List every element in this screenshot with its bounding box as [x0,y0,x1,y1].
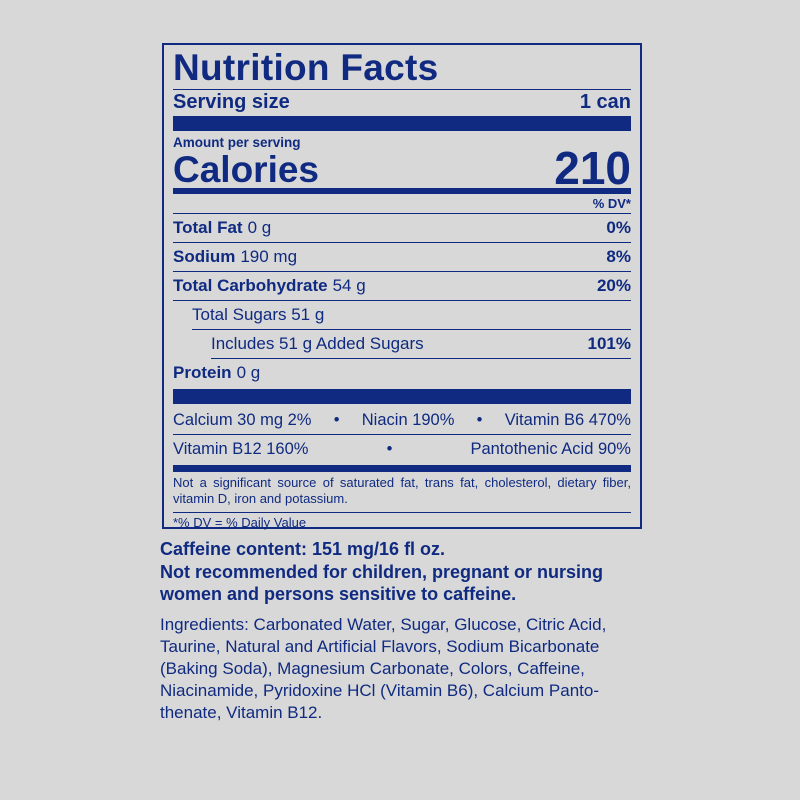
nutrient-row: Protein 0 g [173,359,631,387]
nutrient-amount: 0 g [236,363,261,382]
vitamin-item: Vitamin B12 160% [173,440,309,458]
vitamin-item: Vitamin B6 470% [504,411,631,429]
nutrient-name: Includes 51 g Added Sugars [211,334,424,353]
nutrient-name: Total Carbohydrate [173,276,328,295]
label-title: Nutrition Facts [173,49,631,90]
caffeine-warning: Not recommended for children, pregnant o… [160,561,604,605]
nutrient-dv: 8% [606,247,631,266]
nutrient-amount: 190 mg [240,247,298,266]
serving-size-row: Serving size 1 can [173,90,631,114]
dv-header-text: % DV* [592,196,631,211]
nutrient-row: Sodium 190 mg 8% [173,243,631,272]
caffeine-content: Caffeine content: 151 mg/16 fl oz. [160,539,446,559]
nutrient-name: Protein [173,363,232,382]
dv-header: % DV* [173,194,631,214]
nutrient-amount: 0 g [247,218,272,237]
vitamin-item: Calcium 30 mg 2% [173,411,312,429]
nutrient-row: Includes 51 g Added Sugars 101% [211,330,631,359]
nutrition-facts-panel: Nutrition Facts Serving size 1 can Amoun… [162,43,642,530]
bullet: • [476,411,483,429]
nutrient-name: Sodium [173,247,236,266]
nutrient-row: Total Carbohydrate 54 g 20% [173,272,631,301]
nutrient-name: Total Fat [173,218,243,237]
amount-per-serving: Amount per serving [173,135,301,150]
calories-label: Calories [173,149,320,190]
vitamins-row: Vitamin B12 160% • Pantothenic Acid 90% [173,435,631,463]
vitamin-item: Pantothenic Acid 90% [470,440,631,458]
nutrient-row: Total Sugars 51 g [192,301,631,330]
divider-medium [173,465,631,472]
ingredients-list: Ingredients: Carbonated Water, Sugar, Gl… [160,614,607,722]
nutrient-name: Total Sugars 51 g [192,305,325,324]
divider-thick [173,116,631,131]
divider-medium [173,188,631,194]
bullet: • [386,440,393,458]
divider-thick [173,389,631,404]
calories-row: Calories 210 [173,142,631,194]
not-significant-note: Not a significant source of saturated fa… [173,472,631,513]
nutrient-dv: 101% [587,334,631,353]
dv-footnote: *% DV = % Daily Value [173,515,307,530]
package-text: Caffeine content: 151 mg/16 fl oz. Not r… [160,538,650,724]
nutrient-dv: 0% [606,218,631,237]
serving-size-value: 1 can [579,91,631,113]
bullet: • [333,411,340,429]
vitamin-item: Niacin 190% [361,411,455,429]
calories-value: 210 [554,142,631,194]
serving-size-label: Serving size [173,91,290,113]
nutrient-row: Total Fat 0 g 0% [173,214,631,243]
vitamins-row: Calcium 30 mg 2% • Niacin 190% • Vitamin… [173,406,631,435]
nutrient-amount: 54 g [332,276,366,295]
nutrient-dv: 20% [596,276,631,295]
